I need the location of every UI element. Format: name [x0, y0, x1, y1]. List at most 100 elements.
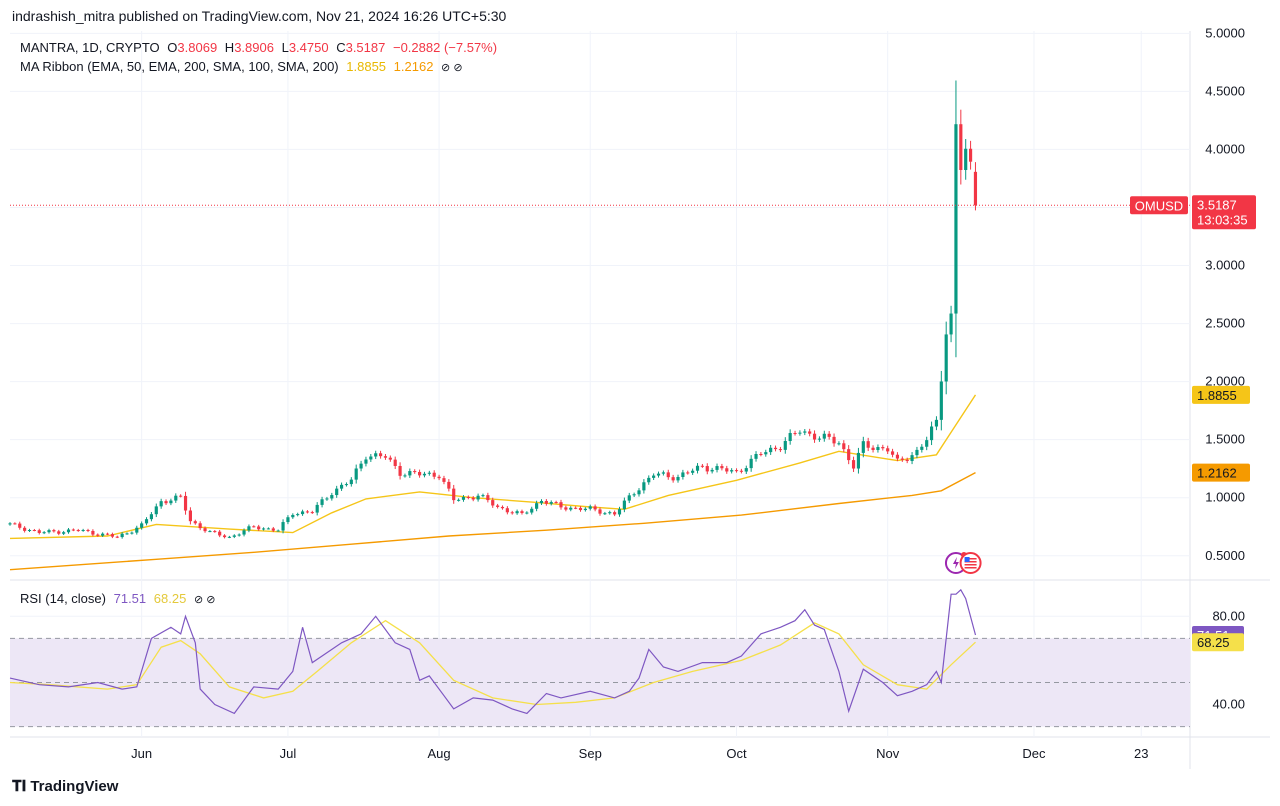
candle: [13, 522, 17, 525]
candle-body: [925, 440, 929, 447]
candle: [169, 498, 173, 506]
candle: [944, 321, 948, 395]
candle-body: [798, 432, 802, 434]
candle: [271, 526, 275, 533]
candle-body: [86, 529, 90, 531]
candle: [559, 499, 563, 510]
candle: [773, 445, 778, 452]
candle-body: [481, 495, 485, 497]
candle-body: [62, 532, 66, 534]
candle-body: [890, 451, 895, 455]
candle: [335, 485, 339, 498]
candle-body: [471, 497, 475, 500]
candle-body: [418, 471, 422, 476]
candle-body: [915, 449, 919, 456]
rsi-ma-line: [9, 619, 976, 706]
candle-body: [344, 484, 349, 486]
candle: [261, 527, 266, 531]
candle-body: [686, 472, 690, 474]
candle: [227, 535, 232, 539]
chart-frame[interactable]: 0.50001.00001.50002.00002.50003.00003.50…: [8, 25, 1270, 769]
candle-body: [559, 502, 563, 508]
candle: [812, 430, 817, 443]
candle: [759, 452, 763, 457]
candle-body: [305, 511, 310, 513]
candle-body: [71, 529, 75, 531]
candle-body: [13, 523, 17, 525]
symbol-name[interactable]: MANTRA, 1D, CRYPTO: [20, 40, 160, 55]
price-tick-label: 1.0000: [1205, 490, 1245, 505]
candle: [725, 465, 729, 474]
candle-body: [871, 447, 875, 451]
candle: [486, 492, 490, 503]
open-label: O: [167, 40, 178, 55]
candle: [66, 527, 71, 534]
candle-body: [188, 510, 192, 522]
candle: [861, 436, 865, 458]
candle-body: [968, 148, 973, 162]
candle: [968, 140, 973, 170]
candle-body: [47, 530, 51, 533]
candle-body: [125, 533, 129, 535]
rsi-visibility-icons[interactable]: ⊘ ⊘: [193, 594, 216, 606]
ma-ribbon-label[interactable]: MA Ribbon (EMA, 50, EMA, 200, SMA, 100, …: [20, 59, 339, 74]
visibility-icons[interactable]: ⊘ ⊘: [441, 62, 463, 74]
candle-body: [525, 512, 529, 514]
candle-body: [710, 469, 714, 472]
candle-body: [105, 533, 110, 535]
chart-svg[interactable]: 0.50001.00001.50002.00002.50003.00003.50…: [8, 25, 1280, 769]
price-tick-label: 3.0000: [1205, 258, 1245, 273]
candle-body: [505, 508, 509, 513]
candle-body: [822, 433, 826, 439]
candle: [96, 533, 100, 537]
candle: [42, 531, 46, 535]
candle-body: [349, 479, 353, 485]
candle-body: [964, 148, 968, 170]
candle-body: [700, 465, 704, 467]
candle-body: [408, 471, 412, 476]
candles: [8, 80, 1190, 539]
last-price-badge: [1192, 195, 1256, 230]
candle: [890, 448, 895, 458]
candle: [305, 510, 310, 514]
candle-body: [847, 449, 851, 461]
candle-body: [174, 495, 178, 501]
candle-body: [910, 455, 914, 462]
candle: [208, 530, 212, 533]
candle-body: [115, 536, 119, 538]
candle: [359, 460, 363, 472]
candle-body: [135, 527, 139, 533]
tradingview-logo[interactable]: 𝐓𝐈 TradingView: [12, 778, 118, 795]
candle-body: [656, 473, 661, 476]
symbol-tag-text: OMUSD: [1135, 198, 1183, 213]
candle: [822, 430, 826, 442]
candle-body: [91, 530, 95, 535]
candle-body: [681, 472, 685, 477]
candle: [437, 474, 441, 481]
high-value: 3.8906: [234, 40, 274, 55]
candle-body: [603, 513, 607, 515]
time-tick-label: Aug: [428, 746, 451, 761]
candle-body: [261, 528, 266, 530]
time-tick-label: Nov: [876, 746, 900, 761]
change-value: −0.2882 (−7.57%): [392, 40, 498, 55]
candle-body: [466, 497, 470, 499]
candle-body: [271, 528, 275, 531]
candle: [62, 530, 66, 536]
candle: [535, 500, 539, 512]
candle-body: [281, 522, 285, 531]
rsi-label[interactable]: RSI (14, close): [20, 591, 106, 606]
candle-body: [939, 381, 943, 420]
candle-body: [803, 431, 807, 433]
candle: [642, 479, 646, 494]
price-tick-label: 0.5000: [1205, 548, 1245, 563]
time-tick-label: Jun: [131, 746, 152, 761]
candle-body: [642, 482, 646, 491]
candle-body: [232, 535, 236, 537]
candle: [754, 451, 758, 462]
candle: [954, 80, 958, 358]
candle: [383, 453, 388, 460]
candle: [120, 532, 124, 539]
candle: [627, 492, 631, 504]
candle: [866, 437, 870, 452]
